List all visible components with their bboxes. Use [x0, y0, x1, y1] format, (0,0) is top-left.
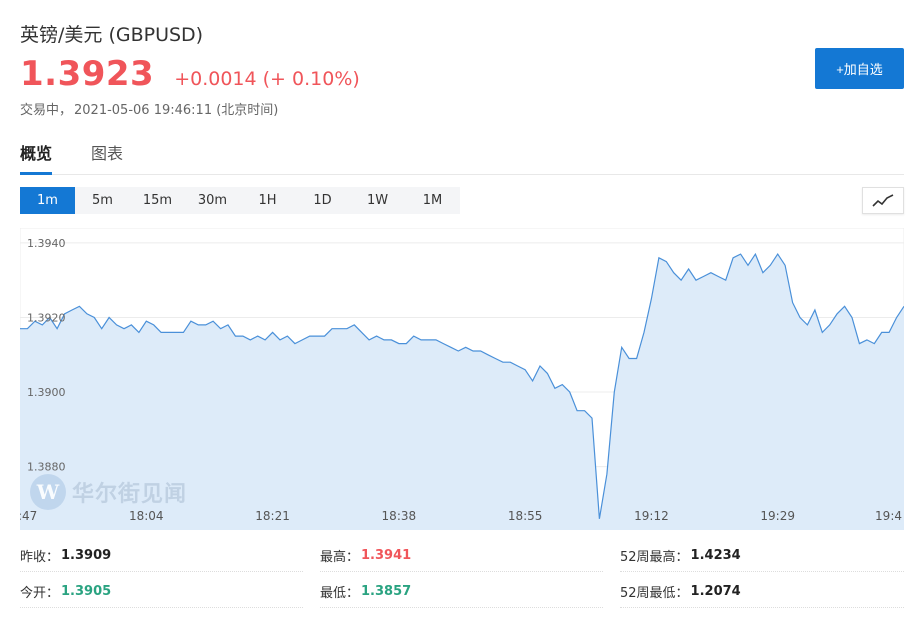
x-tick-label: 17:47	[20, 509, 37, 523]
x-axis-ticks: 17:47 18:04 18:21 18:38 18:55 19:12 19:29 19:4	[20, 509, 902, 523]
add-to-watchlist-button[interactable]: +加自选	[815, 48, 904, 89]
period-1h[interactable]: 1H	[258, 193, 277, 208]
y-tick-label: 1.3880	[27, 461, 66, 474]
y-tick-label: 1.3920	[27, 311, 66, 324]
trading-status: 交易中， 2021-05-06 19:46:11 (北京时间)	[20, 99, 278, 118]
status-prefix: 交易中，	[20, 103, 73, 118]
watermark-logo: W	[30, 474, 66, 510]
y-tick-label: 1.3900	[27, 386, 66, 399]
stat-low: 最低： 1.3857	[320, 576, 603, 608]
watermark-text: 华尔街见闻	[72, 481, 188, 507]
price-line	[20, 252, 904, 519]
x-tick-label: 18:38	[382, 509, 417, 523]
stat-value: 1.3941	[361, 548, 412, 563]
stat-value: 1.3905	[61, 584, 112, 599]
watermark: W 华尔街见闻	[30, 474, 187, 510]
period-15m[interactable]: 15m	[142, 193, 173, 208]
chart-type-toggle[interactable]	[862, 187, 904, 214]
stat-52w-high: 52周最高： 1.4234	[620, 540, 904, 572]
price-row: 1.3923 +0.0014 (+ 0.10%)	[20, 54, 360, 94]
period-30m[interactable]: 30m	[197, 193, 228, 208]
stat-label: 最高：	[320, 550, 360, 565]
x-tick-label: 18:21	[255, 509, 290, 523]
price-change: +0.0014 (+ 0.10%)	[174, 68, 360, 90]
stat-value: 1.4234	[690, 548, 741, 563]
period-selector: 1m 5m 15m 30m 1H 1D 1W 1M	[20, 187, 460, 214]
stat-value: 1.3857	[361, 584, 412, 599]
stat-label: 52周最低：	[620, 586, 689, 601]
instrument-title: 英镑/美元 (GBPUSD)	[20, 24, 204, 46]
x-tick-label: 19:29	[760, 509, 795, 523]
stat-52w-low: 52周最低： 1.2074	[620, 576, 904, 608]
tab-overview[interactable]: 概览	[20, 140, 53, 175]
period-1mo[interactable]: 1M	[422, 193, 443, 208]
quote-timestamp: 2021-05-06 19:46:11 (北京时间)	[74, 103, 279, 118]
line-chart-icon	[872, 193, 894, 207]
x-tick-label: 18:55	[508, 509, 543, 523]
stat-label: 52周最高：	[620, 550, 689, 565]
period-1m[interactable]: 1m	[20, 187, 75, 214]
view-tabs: 概览 图表	[20, 140, 904, 175]
stat-open: 今开： 1.3905	[20, 576, 303, 608]
period-1d[interactable]: 1D	[313, 193, 332, 208]
stat-value: 1.2074	[690, 584, 741, 599]
period-5m[interactable]: 5m	[92, 193, 113, 208]
period-1w[interactable]: 1W	[366, 193, 389, 208]
stat-prev-close: 昨收： 1.3909	[20, 540, 303, 572]
x-tick-label: 19:4	[875, 509, 902, 523]
current-price: 1.3923	[20, 54, 155, 94]
stat-label: 最低：	[320, 586, 360, 601]
stat-label: 昨收：	[20, 550, 60, 565]
stat-value: 1.3909	[61, 548, 112, 563]
stat-high: 最高： 1.3941	[320, 540, 603, 572]
stat-label: 今开：	[20, 586, 60, 601]
y-tick-label: 1.3940	[27, 237, 66, 250]
price-area	[20, 254, 904, 530]
x-tick-label: 19:12	[634, 509, 669, 523]
tab-charts[interactable]: 图表	[91, 144, 124, 163]
x-tick-label: 18:04	[129, 509, 164, 523]
